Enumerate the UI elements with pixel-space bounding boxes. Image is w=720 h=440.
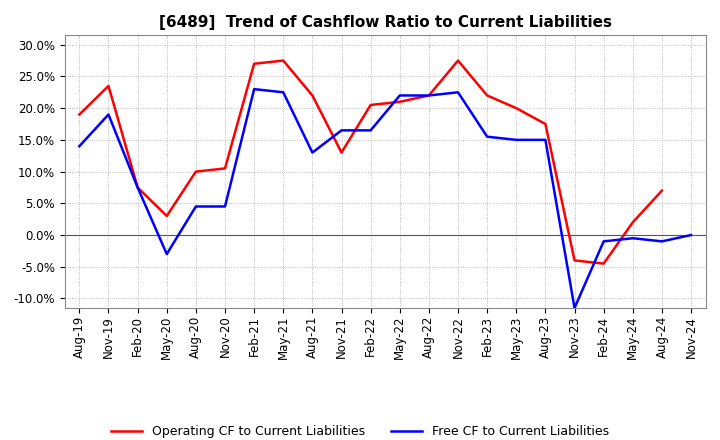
Operating CF to Current Liabilities bbox=[163, 213, 171, 219]
Free CF to Current Liabilities bbox=[599, 239, 608, 244]
Line: Operating CF to Current Liabilities: Operating CF to Current Liabilities bbox=[79, 61, 662, 264]
Free CF to Current Liabilities bbox=[250, 87, 258, 92]
Free CF to Current Liabilities bbox=[104, 112, 113, 117]
Operating CF to Current Liabilities bbox=[308, 93, 317, 98]
Operating CF to Current Liabilities bbox=[483, 93, 492, 98]
Operating CF to Current Liabilities bbox=[570, 258, 579, 263]
Operating CF to Current Liabilities bbox=[395, 99, 404, 104]
Free CF to Current Liabilities bbox=[483, 134, 492, 139]
Title: [6489]  Trend of Cashflow Ratio to Current Liabilities: [6489] Trend of Cashflow Ratio to Curren… bbox=[158, 15, 612, 30]
Operating CF to Current Liabilities bbox=[279, 58, 287, 63]
Free CF to Current Liabilities bbox=[220, 204, 229, 209]
Operating CF to Current Liabilities bbox=[192, 169, 200, 174]
Free CF to Current Liabilities bbox=[279, 90, 287, 95]
Free CF to Current Liabilities bbox=[133, 185, 142, 190]
Operating CF to Current Liabilities bbox=[512, 106, 521, 111]
Operating CF to Current Liabilities bbox=[541, 121, 550, 127]
Operating CF to Current Liabilities bbox=[657, 188, 666, 193]
Operating CF to Current Liabilities bbox=[629, 220, 637, 225]
Free CF to Current Liabilities bbox=[570, 305, 579, 311]
Free CF to Current Liabilities bbox=[657, 239, 666, 244]
Free CF to Current Liabilities bbox=[75, 143, 84, 149]
Operating CF to Current Liabilities bbox=[220, 166, 229, 171]
Operating CF to Current Liabilities bbox=[454, 58, 462, 63]
Operating CF to Current Liabilities bbox=[250, 61, 258, 66]
Operating CF to Current Liabilities bbox=[366, 103, 375, 108]
Operating CF to Current Liabilities bbox=[104, 83, 113, 88]
Free CF to Current Liabilities bbox=[395, 93, 404, 98]
Free CF to Current Liabilities bbox=[512, 137, 521, 143]
Operating CF to Current Liabilities bbox=[133, 185, 142, 190]
Legend: Operating CF to Current Liabilities, Free CF to Current Liabilities: Operating CF to Current Liabilities, Fre… bbox=[111, 425, 609, 438]
Free CF to Current Liabilities bbox=[337, 128, 346, 133]
Operating CF to Current Liabilities bbox=[75, 112, 84, 117]
Operating CF to Current Liabilities bbox=[337, 150, 346, 155]
Free CF to Current Liabilities bbox=[163, 251, 171, 257]
Free CF to Current Liabilities bbox=[454, 90, 462, 95]
Free CF to Current Liabilities bbox=[541, 137, 550, 143]
Free CF to Current Liabilities bbox=[629, 235, 637, 241]
Line: Free CF to Current Liabilities: Free CF to Current Liabilities bbox=[79, 89, 691, 308]
Free CF to Current Liabilities bbox=[366, 128, 375, 133]
Free CF to Current Liabilities bbox=[687, 232, 696, 238]
Operating CF to Current Liabilities bbox=[425, 93, 433, 98]
Free CF to Current Liabilities bbox=[308, 150, 317, 155]
Free CF to Current Liabilities bbox=[192, 204, 200, 209]
Free CF to Current Liabilities bbox=[425, 93, 433, 98]
Operating CF to Current Liabilities bbox=[599, 261, 608, 266]
